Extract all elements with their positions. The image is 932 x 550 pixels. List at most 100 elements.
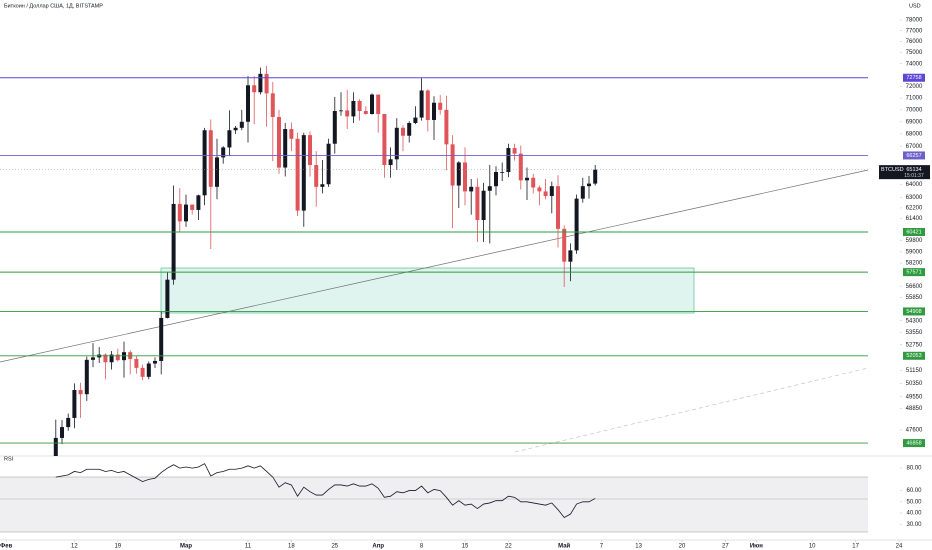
candle-body	[208, 130, 213, 187]
level-label-bg	[903, 268, 925, 277]
level-label-bg	[903, 307, 925, 316]
candle-body	[227, 130, 232, 148]
candle-body	[487, 186, 492, 191]
candle-body	[593, 169, 598, 184]
candle-body	[221, 147, 226, 158]
candle-body	[382, 113, 387, 165]
x-tick-label: 22	[505, 544, 512, 550]
candle-body	[332, 111, 337, 144]
candle-body	[283, 129, 288, 168]
candle-body	[103, 354, 108, 363]
candle-body	[438, 102, 443, 110]
candle-body	[357, 100, 362, 112]
candle-body	[109, 354, 114, 363]
x-tick-label: 7	[600, 544, 604, 550]
candle-body	[78, 390, 83, 395]
y-tick-label: 48850	[906, 406, 923, 412]
candle-body	[84, 359, 89, 395]
y-tick-label: 51150	[906, 368, 923, 374]
candle-body	[159, 317, 164, 361]
y-tick-label: 74000	[906, 61, 923, 67]
y-tick-label: 71000	[906, 96, 923, 102]
chart-header-title: Биткоин / Доллар США, 1Д, BITSTAMP	[4, 3, 103, 9]
candle-body	[388, 159, 393, 165]
x-tick-label: 15	[462, 544, 469, 550]
candle-body	[568, 250, 573, 262]
candle-body	[177, 203, 182, 222]
x-tick-label: 19	[114, 544, 121, 550]
candle-body	[66, 417, 71, 428]
y-tick-label: 64000	[906, 182, 923, 188]
candle-body	[60, 427, 64, 438]
y-tick-label: 49550	[906, 394, 923, 400]
y-tick-label: 63000	[906, 195, 923, 201]
candle-body	[165, 279, 170, 318]
candle-body	[289, 129, 294, 139]
candle-body	[246, 85, 250, 122]
y-tick-label: 61400	[906, 216, 923, 222]
candle-body	[419, 90, 424, 118]
indicator-label: RSI	[4, 456, 14, 462]
y-tick-label: 47600	[906, 428, 923, 434]
candle-body	[469, 186, 474, 192]
last-price-value: 65134	[906, 167, 921, 173]
y-tick-label: 40.00	[906, 511, 922, 517]
candle-body	[53, 437, 58, 456]
candle-body	[543, 191, 548, 196]
level-label: 72758	[906, 75, 921, 81]
candle-body	[444, 109, 449, 145]
indicator-line	[55, 463, 596, 519]
x-tick-label: Фев	[0, 544, 12, 550]
y-tick-label: 59000	[906, 249, 923, 255]
level-label: 66257	[906, 153, 921, 159]
y-tick-label: 59800	[906, 238, 923, 244]
candle-body	[407, 122, 412, 136]
y-tick-label: 67000	[906, 144, 923, 150]
candle-body	[587, 183, 591, 187]
x-tick-label: Мар	[180, 544, 192, 550]
candle-body	[91, 357, 95, 360]
candle-body	[190, 204, 195, 210]
candle-body	[463, 162, 467, 192]
level-label-bg	[903, 439, 925, 448]
currency-label: USD	[909, 3, 921, 9]
candle-body	[146, 363, 151, 377]
last-price-countdown: 15:01:37	[904, 173, 924, 179]
candle-body	[432, 102, 436, 120]
x-tick-label: Май	[558, 543, 570, 550]
candle-body	[525, 177, 529, 181]
candle-body	[425, 90, 430, 120]
candle-body	[376, 94, 381, 114]
level-label: 57571	[906, 270, 921, 276]
candle-body	[184, 204, 188, 222]
candle-body	[339, 110, 343, 112]
y-tick-label: 55850	[906, 295, 923, 301]
candle-body	[549, 186, 554, 196]
candle-body	[115, 354, 120, 361]
y-tick-label: 77000	[906, 28, 923, 34]
level-label-bg	[903, 73, 925, 82]
candle-body	[475, 186, 480, 221]
candle-body	[574, 198, 579, 251]
candle-body	[215, 157, 219, 187]
candle-body	[363, 111, 368, 114]
x-tick-label: 8	[420, 544, 424, 550]
candle-body	[537, 187, 542, 192]
y-tick-label: 60.00	[906, 488, 922, 494]
x-tick-label: Апр	[372, 544, 384, 550]
candle-body	[140, 367, 145, 377]
candle-body	[314, 164, 319, 187]
candle-body	[326, 143, 331, 185]
candle-body	[456, 162, 461, 186]
candle-body	[308, 135, 312, 165]
candle-body	[494, 171, 498, 187]
candle-body	[518, 153, 523, 181]
candle-body	[345, 110, 350, 117]
candle-body	[531, 177, 536, 188]
y-tick-label: 53550	[906, 330, 923, 336]
trend-line-dashed	[514, 367, 869, 453]
x-tick-label: 24	[896, 544, 903, 550]
level-label: 46858	[906, 441, 921, 447]
level-label-bg	[903, 151, 925, 160]
